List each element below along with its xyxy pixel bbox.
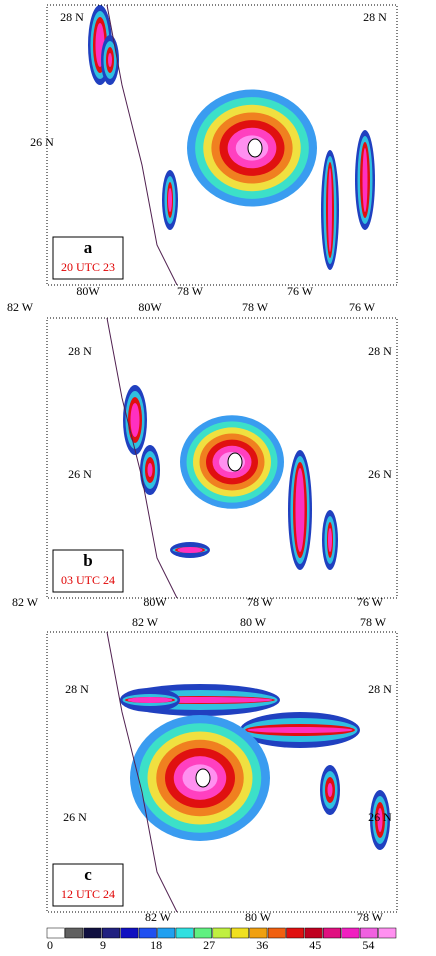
colorbar-swatch — [304, 927, 323, 939]
colorbar-swatch — [120, 927, 139, 939]
coordinate-label: 76 W — [287, 284, 314, 298]
rain-band — [108, 53, 112, 67]
coordinate-label: 80 W — [245, 910, 272, 924]
coordinate-label: 78 W — [247, 595, 274, 609]
map-frame — [46, 317, 398, 599]
coordinate-label: 82 W — [132, 615, 159, 629]
colorbar-tick-label: 27 — [203, 938, 215, 952]
map-frame — [46, 4, 398, 286]
panel-time: 20 UTC 23 — [61, 260, 115, 274]
rain-band — [177, 547, 203, 553]
coordinate-label: 78 W — [242, 300, 269, 314]
coordinate-label: 80 W — [240, 615, 267, 629]
map-panel: 82 W 80W 78 W 76 W 28 N 28 N 26 N 26 N 82 W 80W 78… — [7, 300, 398, 609]
rain-band — [377, 808, 383, 832]
panel-time: 12 UTC 24 — [61, 887, 115, 901]
colorbar-swatch — [83, 927, 102, 939]
colorbar-swatch — [378, 927, 397, 939]
colorbar-swatch — [46, 927, 65, 939]
rain-band — [362, 148, 368, 212]
colorbar-swatch — [359, 927, 378, 939]
coordinate-label: 26 N — [63, 810, 87, 824]
rain-band — [327, 783, 333, 797]
colorbar-swatch — [194, 927, 213, 939]
colorbar-swatch — [102, 927, 120, 939]
colorbar-swatch — [341, 927, 360, 939]
colorbar-swatch — [323, 927, 341, 939]
panel-letter: c — [84, 865, 92, 884]
coordinate-label: 80W — [76, 284, 100, 298]
coordinate-label: 82 W — [145, 910, 172, 924]
panel-label-box — [52, 236, 124, 280]
storm-eye — [195, 768, 211, 788]
coordinate-label: 28 N — [363, 10, 387, 24]
radar — [106, 318, 338, 598]
coordinate-label: 82 W — [12, 595, 39, 609]
coordinate-label: 82 W — [7, 300, 34, 314]
rain-band — [295, 468, 305, 552]
colorbar-tick-label: 0 — [47, 938, 53, 952]
storm-eye — [247, 138, 263, 158]
coordinate-label: 80W — [143, 595, 167, 609]
panel-label-box — [52, 863, 124, 907]
radar — [88, 5, 375, 285]
rain-band — [130, 403, 140, 437]
coordinate-label: 28 N — [368, 682, 392, 696]
coordinate-label: 26 N — [368, 467, 392, 481]
rain-band — [147, 463, 153, 477]
storm-eye — [227, 452, 243, 472]
coordinate-label: 28 N — [368, 344, 392, 358]
colorbar-swatch — [138, 927, 157, 939]
colorbar-tick-label: 18 — [150, 938, 162, 952]
radar — [106, 632, 390, 912]
coordinate-label: 78 W — [177, 284, 204, 298]
map-panel: 28 N 28 N 26 N 80W 78 W 76 W a 20 UTC 23 — [30, 4, 398, 298]
colorbar-tick-label: 54 — [362, 938, 374, 952]
panel-letter: b — [83, 551, 92, 570]
coordinate-label: 26 N — [68, 467, 92, 481]
colorbar-tick-label: 45 — [309, 938, 321, 952]
coordinate-label: 26 N — [30, 135, 54, 149]
coordinate-label: 76 W — [357, 595, 384, 609]
colorbar-swatch — [267, 927, 286, 939]
colorbar-tick-label: 36 — [256, 938, 268, 952]
panel-time: 03 UTC 24 — [61, 573, 115, 587]
colorbar-swatch — [157, 927, 176, 939]
rain-band — [127, 697, 173, 703]
colorbar-swatch — [175, 927, 194, 939]
coastline — [106, 632, 178, 912]
coastline — [106, 318, 178, 598]
coordinate-label: 28 N — [65, 682, 89, 696]
rain-band — [328, 528, 332, 552]
map-panel: 82 W 80 W 78 W 28 N 28 N 26 N 26 N 82 W 80 W 78 W… — [46, 615, 398, 924]
coastline — [106, 5, 178, 285]
colorbar-swatch — [230, 927, 249, 939]
rain-band — [328, 168, 332, 252]
coordinate-label: 78 W — [360, 615, 387, 629]
coordinate-label: 26 N — [368, 810, 392, 824]
colorbar-swatch — [286, 927, 305, 939]
coordinate-label: 80W — [138, 300, 162, 314]
colorbar-swatch — [249, 927, 268, 939]
map-frame — [46, 631, 398, 913]
rain-band — [168, 188, 172, 212]
coordinate-label: 76 W — [349, 300, 376, 314]
coordinate-label: 78 W — [357, 910, 384, 924]
colorbar-swatch — [65, 927, 84, 939]
colorbar-tick-label: 9 — [100, 938, 106, 952]
colorbar-swatch — [212, 927, 231, 939]
coordinate-label: 28 N — [68, 344, 92, 358]
panel-letter: a — [84, 238, 93, 257]
coordinate-label: 28 N — [60, 10, 84, 24]
panel-label-box — [52, 549, 124, 593]
rain-band — [247, 727, 353, 733]
